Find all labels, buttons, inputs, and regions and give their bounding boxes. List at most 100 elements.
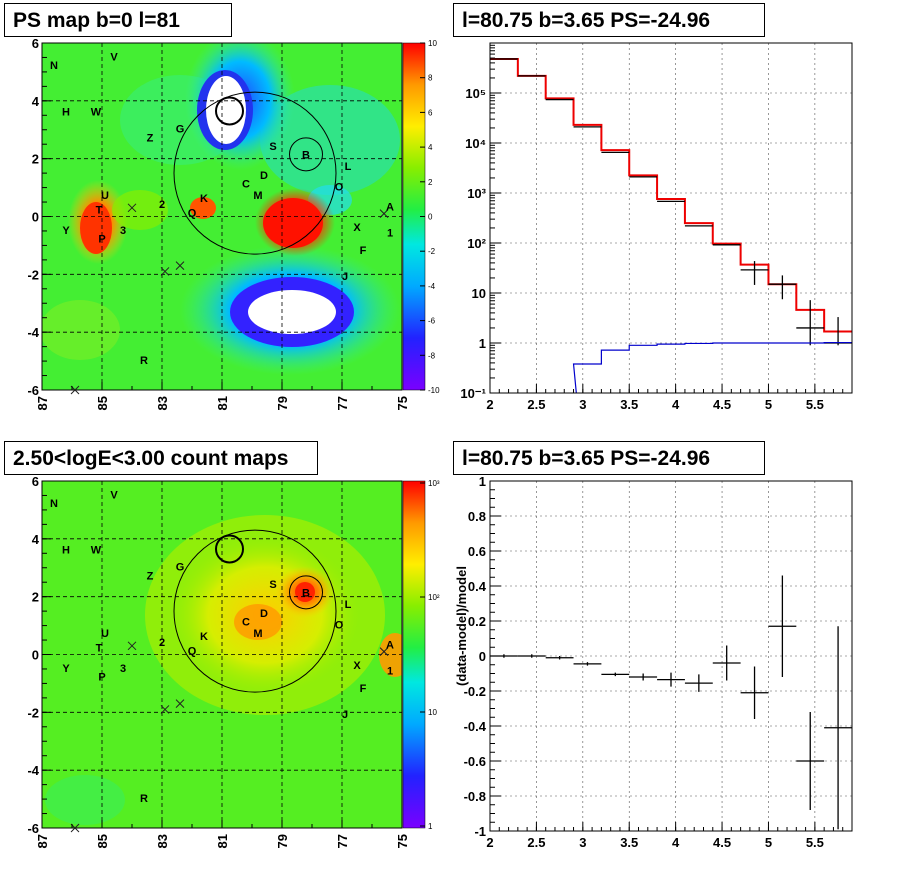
spectrum-x-tick-label: 2.5 bbox=[527, 397, 545, 412]
spectrum-y-tick-label: 10² bbox=[467, 236, 486, 251]
source-label: Y bbox=[62, 663, 70, 675]
source-label: Q bbox=[188, 646, 197, 658]
source-label: J bbox=[342, 271, 348, 283]
spectrum-x-tick-label: 3 bbox=[579, 397, 586, 412]
map-x-tick-label: 77 bbox=[335, 834, 350, 848]
spectrum-y-tick-label: 10⁵ bbox=[465, 86, 486, 101]
map-y-tick-label: -2 bbox=[27, 267, 39, 282]
colorbar-tick-label: -8 bbox=[428, 351, 436, 360]
map-y-tick-label: -6 bbox=[27, 821, 39, 836]
map-y-tick-label: 2 bbox=[32, 152, 39, 167]
spectrum-x-tick-label: 3.5 bbox=[620, 397, 638, 412]
count-map-axes: 87 85 83 81 79 77 75 6 4 2 0 -2 -4 -6 bbox=[27, 474, 410, 848]
source-label: W bbox=[91, 106, 102, 118]
source-label: Z bbox=[147, 570, 154, 582]
source-region-circle bbox=[173, 529, 337, 693]
source-label: O bbox=[335, 181, 344, 193]
source-label: X bbox=[353, 222, 361, 234]
colorbar-tick-label: 2 bbox=[428, 178, 433, 187]
source-label: 1 bbox=[387, 666, 393, 678]
colorbar-tick-label: -4 bbox=[428, 282, 436, 291]
residual-y-axis-label: (data-model)/model bbox=[454, 566, 469, 686]
source-label: C bbox=[242, 617, 250, 629]
colorbar-tick-label: 10 bbox=[428, 708, 437, 717]
source-cross-marker bbox=[175, 261, 185, 271]
source-label: K bbox=[200, 193, 208, 205]
spectrum-x-tick-label: 2 bbox=[486, 397, 493, 412]
map-y-tick-label: -6 bbox=[27, 383, 39, 398]
source-label: 3 bbox=[120, 663, 126, 675]
count-map-panel: N V H W Z G S B DCM LO UT 2 KQ Y P 3 X A 1 F J R 87 85 83 81 79 77… bbox=[27, 474, 439, 848]
source-cross-marker bbox=[127, 641, 137, 651]
spectrum-x-tick-label: 4 bbox=[672, 397, 680, 412]
residual-y-tick-label: -0.4 bbox=[464, 719, 487, 734]
source-cross-marker bbox=[160, 705, 170, 714]
map-x-tick-label: 81 bbox=[215, 396, 230, 410]
source-label: T bbox=[96, 643, 103, 655]
source-label: P bbox=[98, 234, 105, 246]
source-label: U bbox=[101, 190, 109, 202]
source-label: D bbox=[260, 170, 268, 182]
spectrum-y-tick-label: 10⁴ bbox=[465, 136, 486, 151]
spectrum-y-tick-label: 10⁻¹ bbox=[460, 386, 486, 401]
residual-y-tick-label: 0.4 bbox=[468, 579, 487, 594]
source-label: X bbox=[353, 660, 361, 672]
colorbar-tick-label: 0 bbox=[428, 213, 433, 222]
residual-x-tick-label: 5 bbox=[765, 835, 772, 850]
colorbar-tick-label: 8 bbox=[428, 74, 433, 83]
residual-x-tick-label: 5.5 bbox=[806, 835, 824, 850]
ps-map-sources: N V H W Z G S B DCM LO UT 2 KQ Y P 3 X A 1 F J R bbox=[50, 51, 394, 395]
source-label: S bbox=[269, 141, 276, 153]
source-label: N bbox=[50, 498, 58, 510]
map-x-tick-label: 75 bbox=[395, 396, 410, 410]
map-y-tick-label: 2 bbox=[32, 590, 39, 605]
spectrum-frame bbox=[489, 42, 853, 394]
map-x-tick-label: 75 bbox=[395, 834, 410, 848]
source-label: G bbox=[176, 124, 185, 136]
source-label: C bbox=[242, 179, 250, 191]
spectrum-x-tick-label: 4.5 bbox=[713, 397, 731, 412]
spectrum-title: l=80.75 b=3.65 PS=-24.96 bbox=[453, 3, 765, 37]
count-colorbar bbox=[402, 480, 426, 829]
source-label: K bbox=[200, 631, 208, 643]
residual-y-tick-label: -1 bbox=[474, 824, 486, 839]
map-x-tick-label: 79 bbox=[275, 834, 290, 848]
source-label: L bbox=[345, 599, 352, 611]
source-label: 3 bbox=[120, 225, 126, 237]
colorbar-tick-label: 1 bbox=[428, 822, 433, 831]
source-label: W bbox=[91, 544, 102, 556]
residual-title: l=80.75 b=3.65 PS=-24.96 bbox=[453, 441, 765, 475]
source-label: O bbox=[335, 619, 344, 631]
residual-plot: 2 2.5 3 3.5 4 4.5 5 5.5 1 0.8 0.6 0.4 0.2 0 -0.2 -0.4 -0… bbox=[454, 474, 853, 850]
map-y-tick-label: 6 bbox=[32, 474, 39, 489]
map-x-tick-label: 85 bbox=[95, 396, 110, 410]
map-top-title: PS map b=0 l=81 bbox=[4, 3, 232, 37]
source-label: 2 bbox=[159, 637, 165, 649]
spectrum-y-tick-label: 10 bbox=[472, 286, 486, 301]
residual-x-tick-label: 3 bbox=[579, 835, 586, 850]
residual-y-tick-label: -0.8 bbox=[464, 789, 486, 804]
ps-colorbar-labels: 10 8 6 4 2 0 -2 -4 -6 -8 -10 bbox=[420, 39, 440, 395]
map-y-tick-label: 4 bbox=[32, 532, 40, 547]
source-region-circle bbox=[173, 91, 337, 255]
map-x-tick-label: 79 bbox=[275, 396, 290, 410]
source-label: T bbox=[96, 205, 103, 217]
residual-y-tick-label: 0 bbox=[479, 649, 486, 664]
source-label: R bbox=[140, 355, 148, 367]
source-label: Q bbox=[188, 208, 197, 220]
residual-x-tick-label: 2.5 bbox=[527, 835, 545, 850]
source-label: D bbox=[260, 608, 268, 620]
map-y-tick-label: -4 bbox=[27, 325, 39, 340]
residual-frame bbox=[489, 480, 853, 832]
map-y-tick-label: -4 bbox=[27, 763, 39, 778]
spectrum-x-tick-label: 5 bbox=[765, 397, 772, 412]
colorbar-tick-label: 10 bbox=[428, 39, 437, 48]
source-region-circle bbox=[289, 575, 323, 610]
source-label: M bbox=[253, 628, 262, 640]
residual-y-tick-label: -0.6 bbox=[464, 754, 486, 769]
map-x-tick-label: 83 bbox=[155, 396, 170, 410]
spectrum-background bbox=[490, 43, 852, 393]
source-label: R bbox=[140, 793, 148, 805]
map-x-tick-label: 81 bbox=[215, 834, 230, 848]
